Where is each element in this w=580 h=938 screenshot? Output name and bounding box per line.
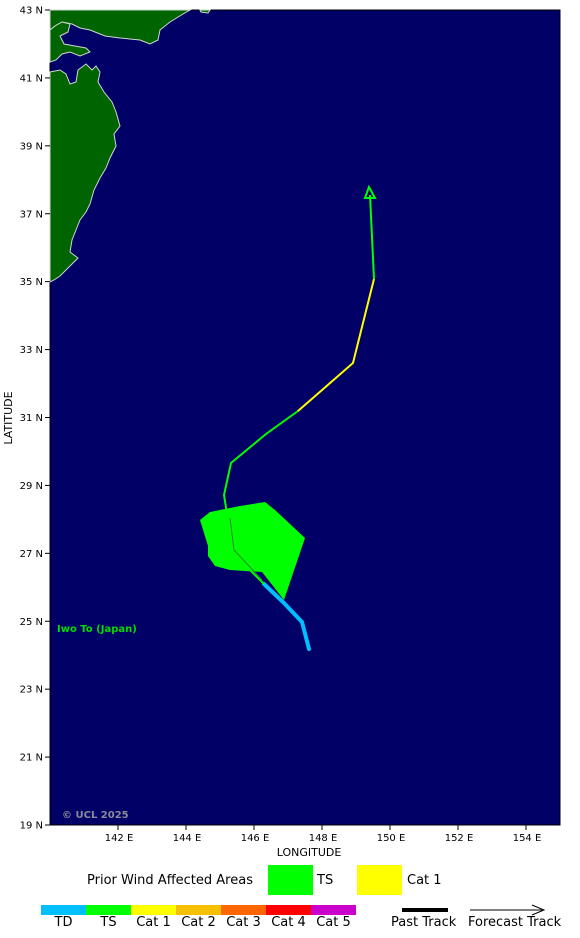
- lat-tick-label: 31 N: [20, 413, 43, 424]
- lon-tick-label: 142 E: [105, 833, 134, 844]
- scale-label: Cat 4: [271, 915, 306, 930]
- lat-tick-label: 37 N: [20, 209, 43, 220]
- scale-swatch: [131, 905, 176, 915]
- lon-tick-label: 152 E: [445, 833, 474, 844]
- ocean-area: [49, 9, 561, 826]
- ts-area-label: TS: [317, 873, 334, 888]
- longitude-axis: 142 E 144 E 146 E 148 E 150 E 152 E 154 E: [105, 825, 542, 844]
- areas-legend-title: Prior Wind Affected Areas: [87, 873, 253, 888]
- lat-tick-label: 35 N: [20, 277, 43, 288]
- scale-label: Cat 2: [181, 915, 216, 930]
- track-ts-inner-outline: [229, 517, 263, 581]
- scale-label: TS: [100, 915, 117, 930]
- lat-tick-label: 41 N: [20, 73, 43, 84]
- scale-swatch: [311, 905, 356, 915]
- small-island: [199, 9, 211, 14]
- lat-tick-label: 39 N: [20, 141, 43, 152]
- lat-tick-label: 27 N: [20, 549, 43, 560]
- latitude-axis-title: LATITUDE: [2, 391, 15, 444]
- past-track-label: Past Track: [391, 915, 457, 930]
- lat-tick-label: 23 N: [20, 685, 43, 696]
- track-ts-segment: [222, 410, 299, 585]
- lat-tick-label: 43 N: [20, 6, 43, 17]
- lon-tick-label: 150 E: [377, 833, 406, 844]
- scale-label: Cat 1: [136, 915, 171, 930]
- scale-swatch: [41, 905, 86, 915]
- iwo-to-label: Iwo To (Japan): [57, 624, 137, 635]
- forecast-arrow-icon: [531, 904, 546, 916]
- forecast-track-label: Forecast Track: [468, 915, 562, 930]
- track-ts-final-segment: [369, 194, 375, 280]
- lat-tick-label: 19 N: [20, 821, 43, 832]
- scale-label: Cat 3: [226, 915, 261, 930]
- track-td-segment: [262, 582, 311, 651]
- track-type-legend: [402, 904, 546, 916]
- hokkaido-south-peninsula: [49, 21, 91, 63]
- scale-label: TD: [54, 915, 73, 930]
- scale-swatch: [266, 905, 311, 915]
- scale-swatch: [86, 905, 131, 915]
- scale-label: Cat 5: [316, 915, 351, 930]
- lon-tick-label: 148 E: [309, 833, 338, 844]
- cat1-area-swatch: [357, 865, 402, 895]
- ts-area-swatch: [268, 865, 313, 895]
- lat-tick-label: 25 N: [20, 617, 43, 628]
- scale-swatch: [176, 905, 221, 915]
- copyright-label: © UCL 2025: [62, 810, 129, 821]
- ts-wind-affected-area: [200, 502, 305, 600]
- lon-tick-label: 146 E: [241, 833, 270, 844]
- scale-swatch: [221, 905, 266, 915]
- latitude-axis: 43 N 41 N 39 N 37 N 35 N 33 N 31 N 29 N 27 N 25 N…: [20, 6, 50, 832]
- lon-tick-label: 144 E: [173, 833, 202, 844]
- lon-tick-label: 154 E: [513, 833, 542, 844]
- track-cat1-segment: [297, 278, 375, 412]
- longitude-axis-title: LONGITUDE: [277, 846, 342, 859]
- cat1-area-label: Cat 1: [407, 873, 442, 888]
- honshu-landmass: [49, 63, 121, 283]
- lat-tick-label: 21 N: [20, 753, 43, 764]
- lat-tick-label: 33 N: [20, 345, 43, 356]
- track-arrowhead-icon: [363, 184, 377, 199]
- lat-tick-label: 29 N: [20, 481, 43, 492]
